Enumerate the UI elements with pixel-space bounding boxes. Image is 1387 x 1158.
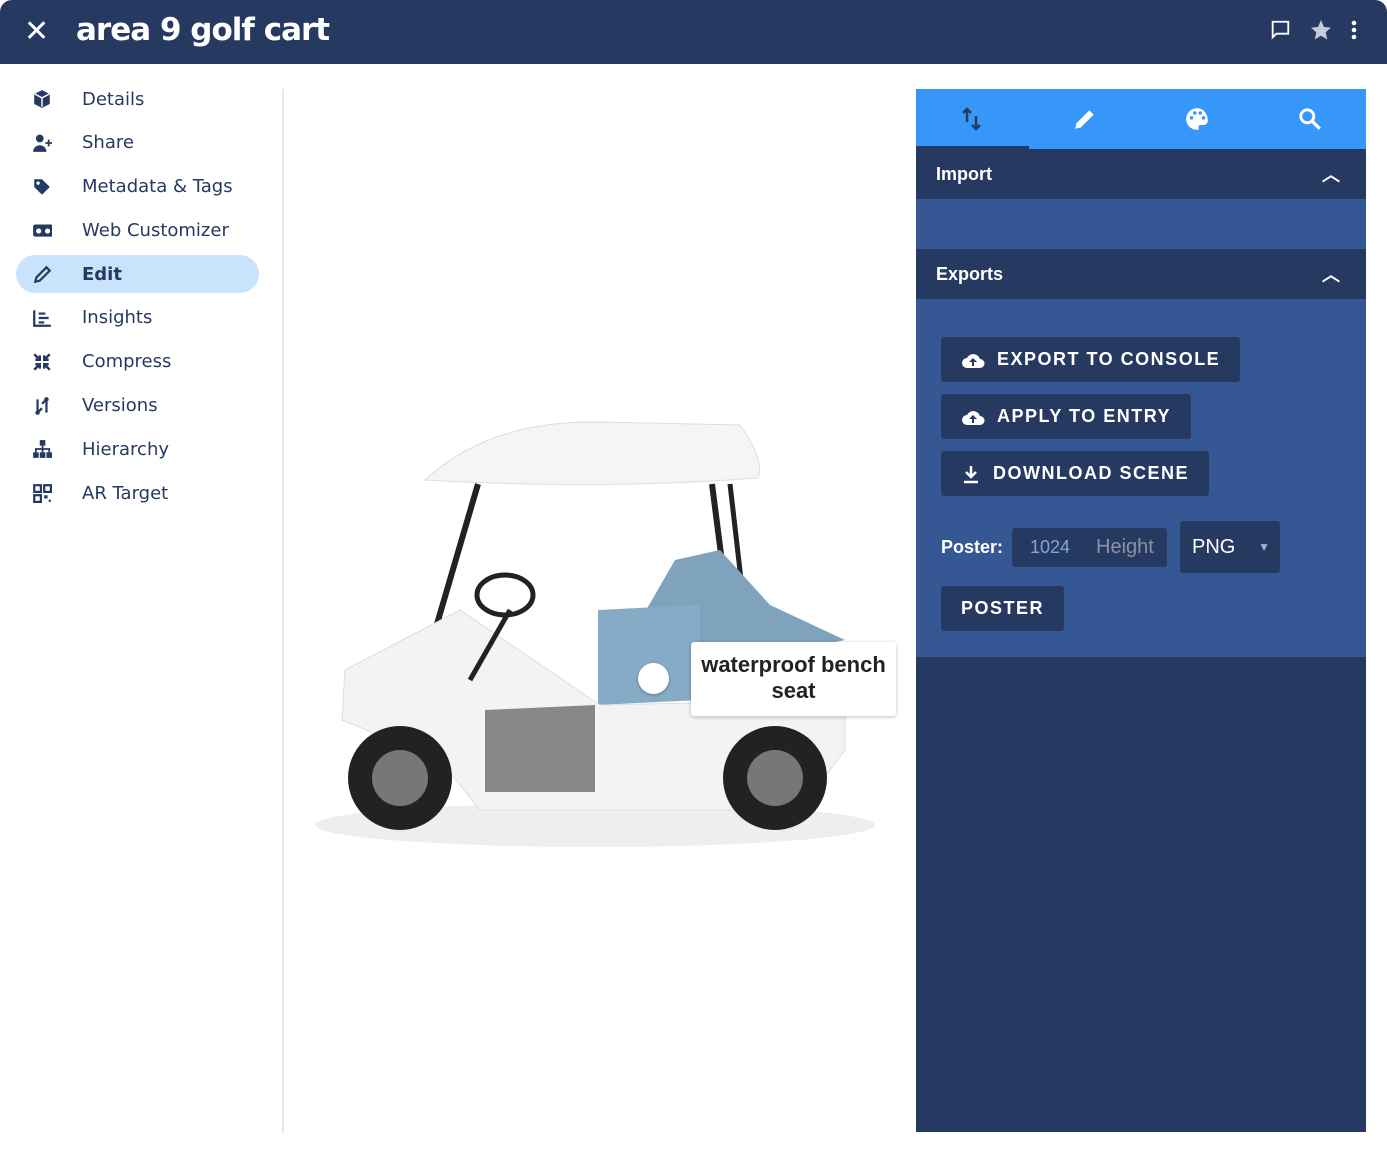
sidebar-item-metadata-tags[interactable]: Metadata & Tags	[16, 168, 259, 206]
sidebar-item-label: AR Target	[82, 482, 169, 504]
sidebar-item-label: Hierarchy	[82, 438, 170, 460]
download-icon	[964, 465, 978, 483]
poster-label: Poster:	[941, 536, 1004, 557]
tab-edit[interactable]	[1029, 89, 1142, 149]
vr-cardboard-icon	[16, 220, 82, 240]
poster-width-value: 1024	[1030, 536, 1071, 557]
apply-to-entry-button[interactable]: APPLY TO ENTRY	[941, 394, 1192, 439]
poster-size-input[interactable]: 1024 Height	[1012, 527, 1167, 567]
model-viewer[interactable]	[300, 400, 910, 860]
sitemap-icon	[16, 439, 82, 459]
import-section-header[interactable]: Import ︿	[916, 149, 1366, 199]
sidebar-item-label: Metadata & Tags	[82, 176, 233, 198]
import-export-icon	[962, 107, 982, 131]
star-icon[interactable]	[1309, 18, 1333, 42]
download-scene-button[interactable]: DOWNLOAD SCENE	[941, 451, 1209, 496]
pencil-icon	[1075, 110, 1094, 129]
sidebar-item-label: Compress	[82, 351, 172, 373]
caret-down-icon: ▼	[1258, 540, 1270, 554]
sidebar-item-share[interactable]: Share	[16, 124, 259, 162]
hotspot-label: waterproof bench seat	[691, 642, 896, 716]
chart-bar-icon	[16, 308, 82, 328]
versions-icon	[16, 396, 82, 416]
sidebar-item-label: Web Customizer	[82, 219, 229, 241]
sidebar-nav: Details Share Metadata & Tags Web Customize…	[16, 80, 259, 518]
poster-height-placeholder: Height	[1096, 535, 1154, 558]
sidebar-item-ar-target[interactable]: AR Target	[16, 474, 259, 512]
sidebar-item-compress[interactable]: Compress	[16, 343, 259, 381]
comment-icon[interactable]	[1269, 19, 1291, 41]
sidebar-item-edit[interactable]: Edit	[16, 255, 259, 294]
import-title: Import	[936, 163, 992, 184]
poster-button[interactable]: POSTER	[941, 586, 1065, 631]
sidebar-item-label: Share	[82, 132, 134, 154]
chevron-up-icon: ︿	[1322, 265, 1340, 285]
palette-icon	[1186, 108, 1209, 130]
sidebar-item-versions[interactable]: Versions	[16, 387, 259, 425]
sidebar-item-label: Versions	[82, 395, 158, 417]
exports-section-header[interactable]: Exports ︿	[916, 249, 1366, 299]
exports-title: Exports	[936, 263, 1004, 284]
tab-search[interactable]	[1254, 89, 1367, 149]
cube-icon	[16, 89, 82, 109]
page-title: area 9 golf cart	[76, 12, 330, 48]
edit-panel: Import ︿ Exports ︿ EXPORT TO CONSOLE APPLY…	[916, 89, 1366, 1132]
sidebar-item-hierarchy[interactable]: Hierarchy	[16, 430, 259, 468]
sidebar-item-label: Edit	[82, 263, 122, 285]
panel-tabs	[916, 89, 1366, 149]
user-plus-icon	[16, 133, 82, 153]
qrcode-icon	[16, 483, 82, 504]
sidebar-item-details[interactable]: Details	[16, 80, 259, 118]
cloud-upload-icon	[962, 410, 985, 425]
import-section-body	[916, 199, 1366, 249]
sidebar-item-web-customizer[interactable]: Web Customizer	[16, 211, 259, 249]
compress-icon	[16, 352, 82, 372]
chevron-up-icon: ︿	[1322, 165, 1340, 185]
pencil-icon	[16, 264, 82, 284]
more-vert-icon[interactable]	[1351, 20, 1357, 40]
sidebar-item-label: Insights	[82, 307, 153, 329]
sidebar-item-label: Details	[82, 88, 145, 110]
search-icon	[1299, 108, 1321, 130]
tab-material[interactable]	[1141, 89, 1254, 149]
exports-section-body: EXPORT TO CONSOLE APPLY TO ENTRY DOWNLOA…	[916, 299, 1366, 657]
tab-import-export[interactable]	[916, 89, 1029, 149]
app-header: ✕ area 9 golf cart	[0, 0, 1387, 64]
sidebar-divider	[282, 89, 284, 1133]
export-to-console-button[interactable]: EXPORT TO CONSOLE	[941, 337, 1241, 382]
sidebar-item-insights[interactable]: Insights	[16, 299, 259, 337]
tag-icon	[16, 177, 82, 197]
hotspot-marker[interactable]	[638, 663, 669, 694]
poster-format-select[interactable]: PNG ▼	[1180, 521, 1280, 573]
close-icon[interactable]: ✕	[24, 15, 50, 48]
cloud-upload-icon	[962, 353, 985, 368]
